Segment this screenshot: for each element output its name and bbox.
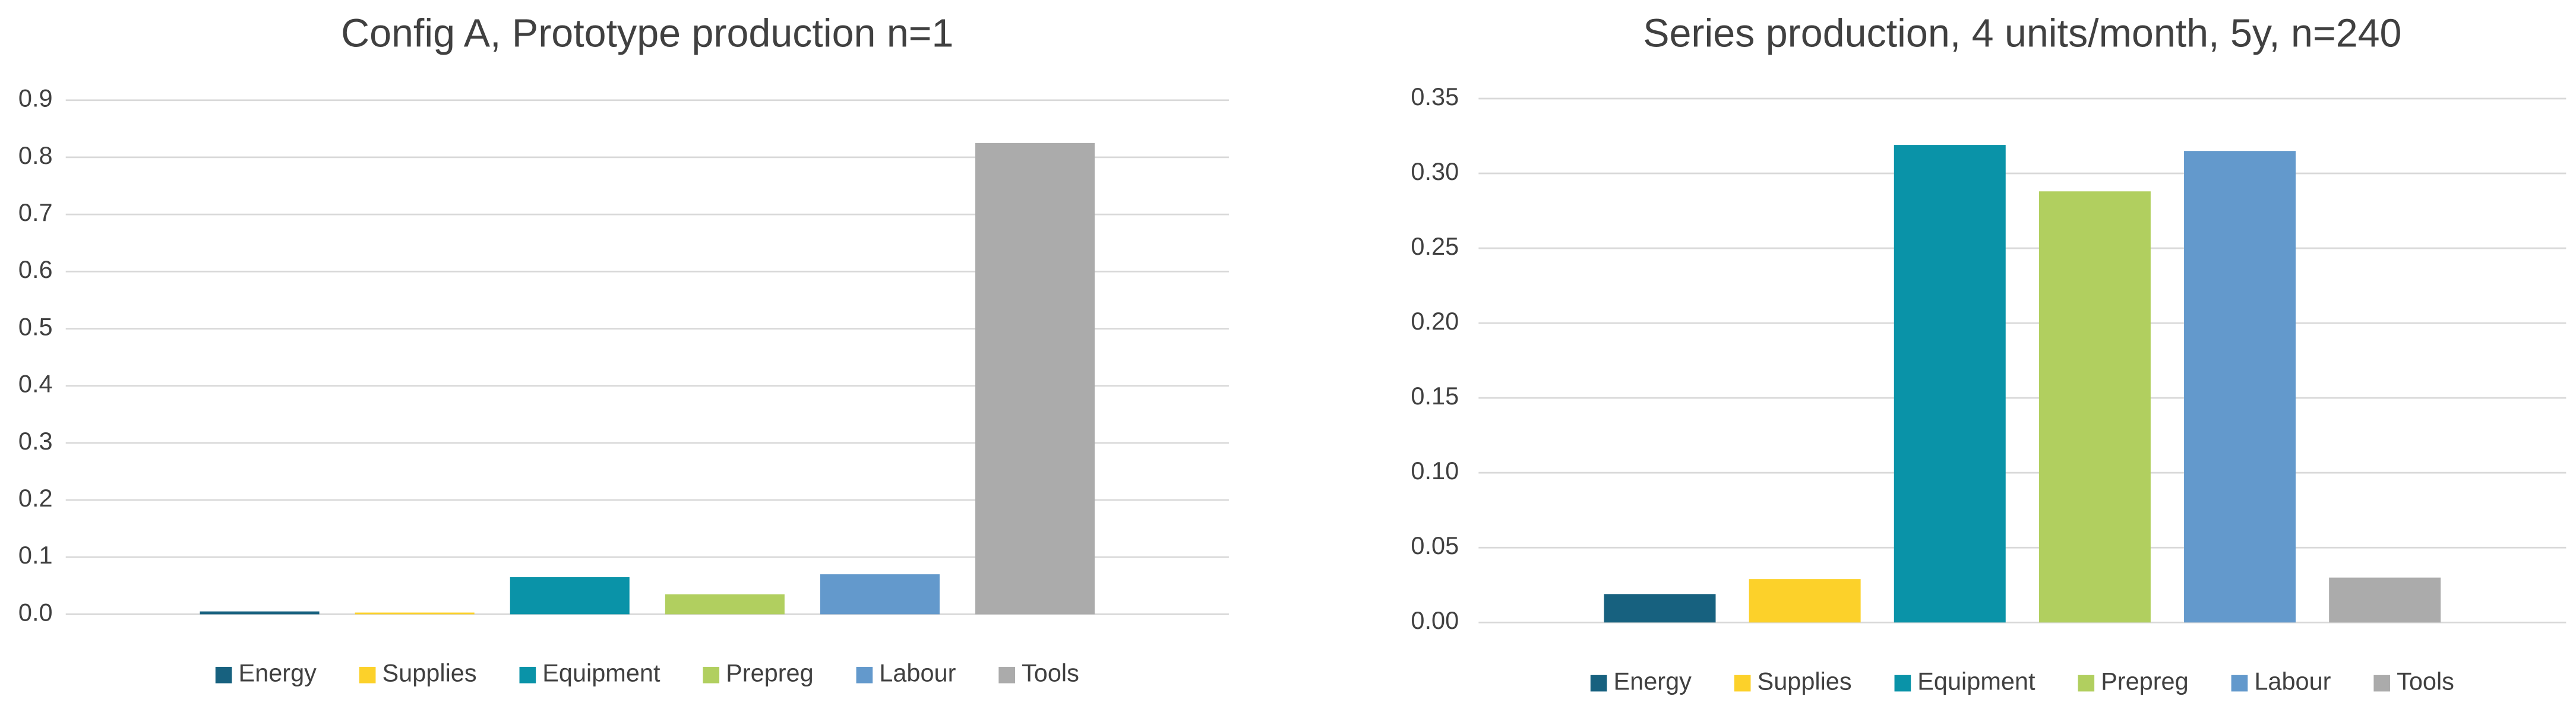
legend-swatch xyxy=(998,666,1015,683)
y-tick-label: 0.9 xyxy=(18,84,53,112)
bar xyxy=(975,143,1095,615)
bar xyxy=(2329,577,2441,623)
y-tick-label: 0.15 xyxy=(1411,382,1459,410)
y-tick-label: 0.1 xyxy=(18,541,53,569)
y-tick-label: 0.8 xyxy=(18,141,53,169)
bar xyxy=(820,574,940,615)
legend-label: Energy xyxy=(1614,667,1692,695)
legend-label: Prepreg xyxy=(2101,667,2189,695)
bar xyxy=(355,612,475,615)
y-tick-label: 0.2 xyxy=(18,484,53,512)
bar xyxy=(2038,191,2151,623)
legend-label: Energy xyxy=(238,659,317,687)
y-tick-label: 0.35 xyxy=(1411,83,1459,110)
y-tick-label: 0.3 xyxy=(18,427,53,455)
y-tick-label: 0.7 xyxy=(18,198,53,226)
bar xyxy=(1894,145,2006,623)
legend-label: Labour xyxy=(879,659,956,687)
bar xyxy=(2184,151,2296,623)
bar xyxy=(665,594,785,615)
y-tick-label: 0.00 xyxy=(1411,606,1459,634)
y-tick-label: 0.20 xyxy=(1411,307,1459,335)
legend-label: Supplies xyxy=(383,659,477,687)
legend-swatch xyxy=(1734,675,1751,692)
legend-swatch xyxy=(2078,675,2095,692)
chart-title: Config A, Prototype production n=1 xyxy=(341,11,953,55)
y-tick-label: 0.5 xyxy=(18,312,53,340)
y-tick-label: 0.0 xyxy=(18,598,53,626)
legend-swatch xyxy=(1894,675,1911,692)
legend-label: Tools xyxy=(1022,659,1079,687)
bar xyxy=(200,611,320,615)
legend-swatch xyxy=(519,666,536,683)
legend-swatch xyxy=(2231,675,2248,692)
legend-label: Labour xyxy=(2254,667,2331,695)
legend-swatch xyxy=(703,666,720,683)
y-tick-label: 0.4 xyxy=(18,370,53,398)
y-tick-label: 0.05 xyxy=(1411,531,1459,559)
legend-swatch xyxy=(359,666,376,683)
legend-swatch xyxy=(215,666,232,683)
y-tick-label: 0.10 xyxy=(1411,457,1459,485)
legend-label: Supplies xyxy=(1758,667,1852,695)
y-tick-label: 0.6 xyxy=(18,255,53,283)
legend-label: Prepreg xyxy=(726,659,814,687)
legend-label: Equipment xyxy=(1917,667,2035,695)
legend-label: Equipment xyxy=(542,659,660,687)
legend-label: Tools xyxy=(2397,667,2454,695)
y-tick-label: 0.25 xyxy=(1411,232,1459,260)
legend-swatch xyxy=(1590,675,1607,692)
bar xyxy=(510,577,630,615)
bar xyxy=(1749,579,1861,623)
y-tick-label: 0.30 xyxy=(1411,157,1459,185)
legend-swatch xyxy=(856,666,873,683)
legend-swatch xyxy=(2373,675,2391,692)
chart-title: Series production, 4 units/month, 5y, n=… xyxy=(1643,11,2401,55)
bar xyxy=(1604,594,1716,623)
